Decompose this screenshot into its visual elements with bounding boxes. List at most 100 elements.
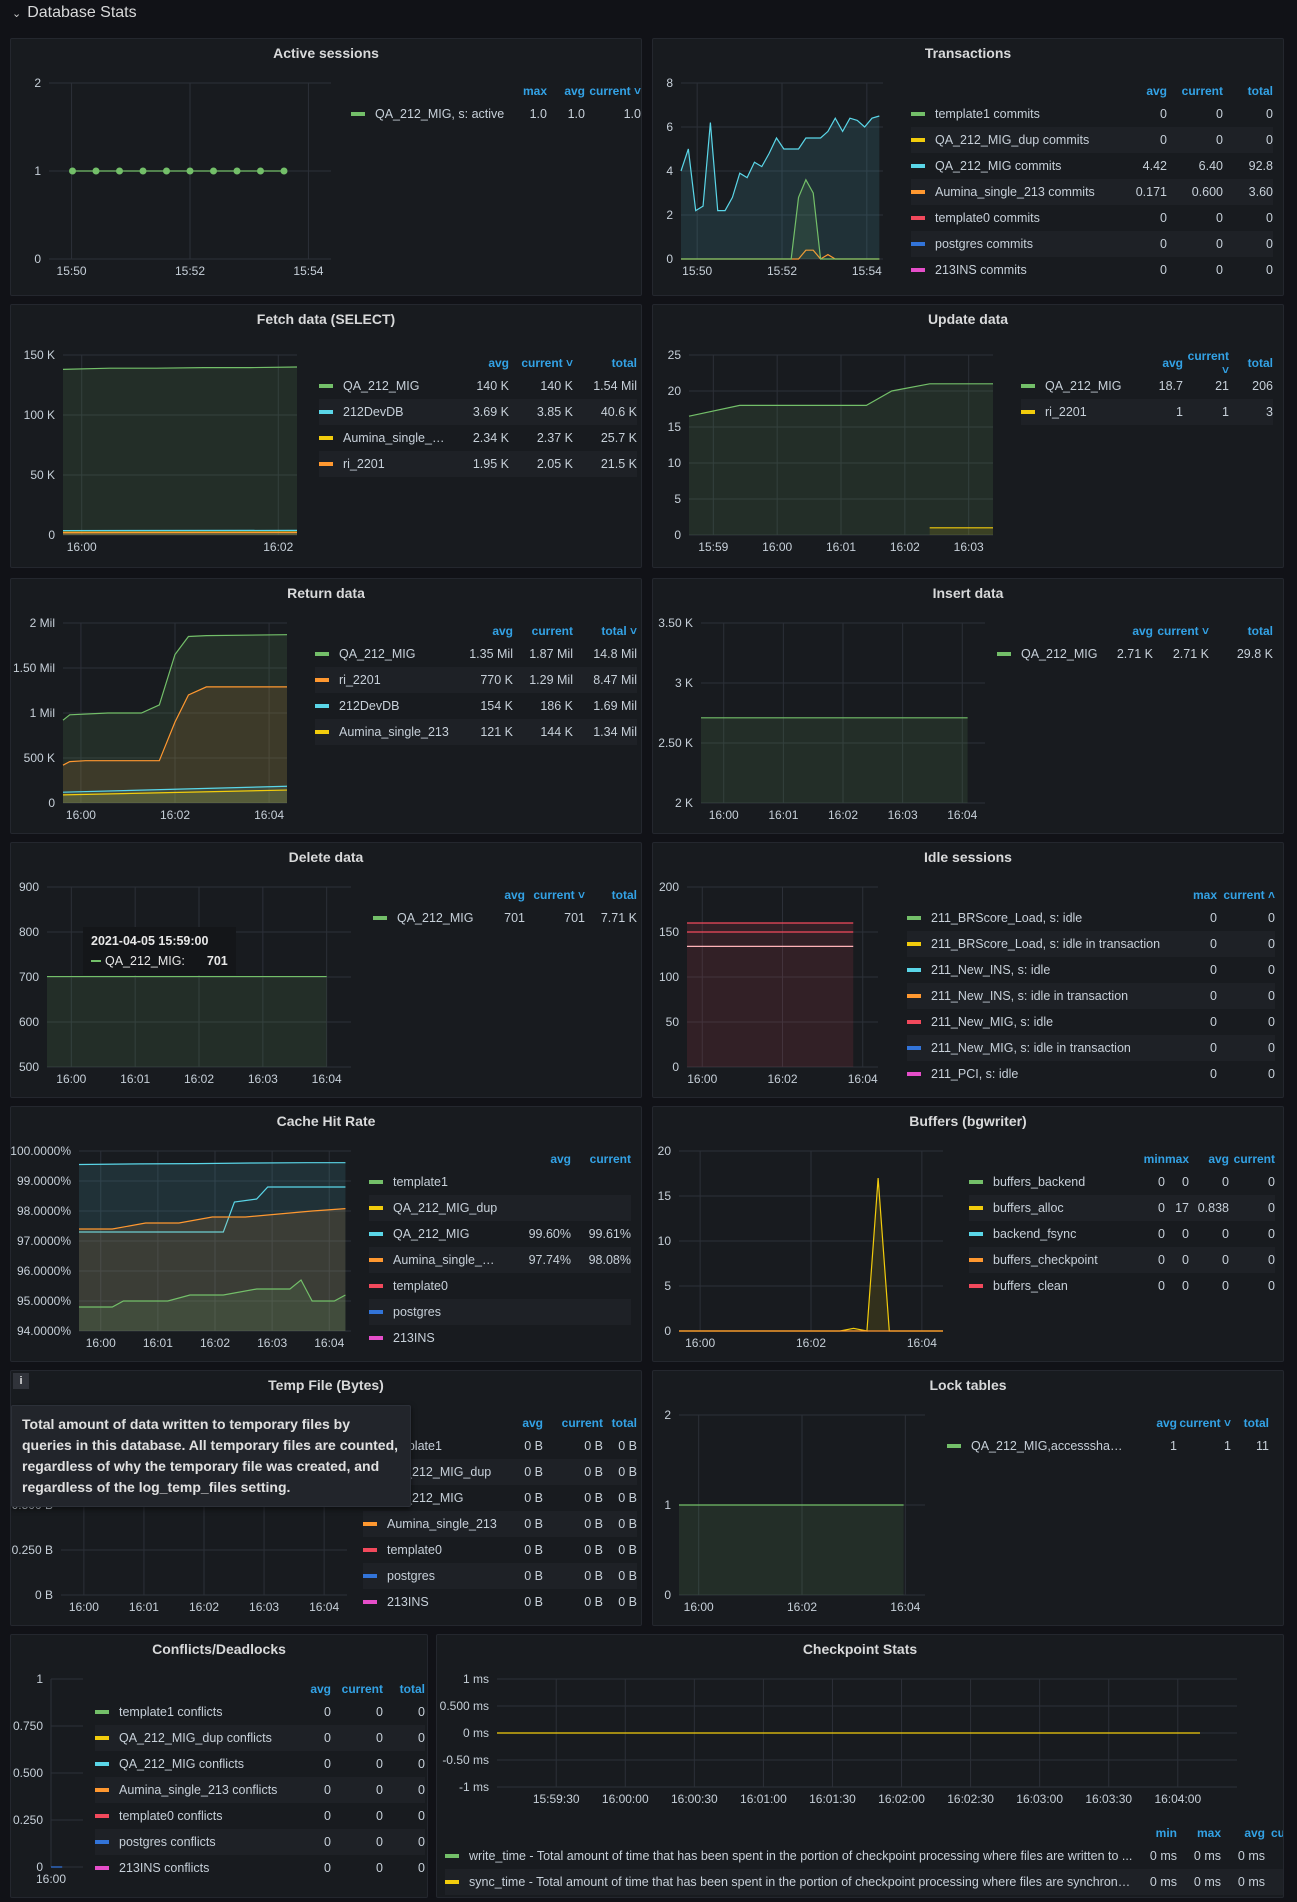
legend-column-header[interactable]: current ˅	[533, 888, 585, 902]
legend-row[interactable]: QA_212_MIG 2.71 K 2.71 K 29.8 K	[997, 641, 1273, 667]
legend-series-name[interactable]: QA_212_MIG,accesssharelock	[971, 1439, 1123, 1453]
panel-title[interactable]: Idle sessions	[924, 849, 1012, 865]
legend-series[interactable]: template1 commits	[911, 107, 1121, 121]
legend-swatch[interactable]	[315, 678, 329, 682]
panel-title[interactable]: Delete data	[288, 849, 364, 865]
legend-series-name[interactable]: buffers_clean	[993, 1279, 1068, 1293]
panel-fetch[interactable]: Fetch data (SELECT) 150 K 100 K 50 K 0 16:00…	[10, 304, 642, 568]
legend-series[interactable]: 213INS conflicts	[95, 1861, 301, 1875]
legend-series[interactable]: Aumina_single_213	[369, 1253, 499, 1267]
legend-column-header[interactable]: max	[522, 84, 547, 98]
legend-column-header[interactable]: current ˅	[1157, 624, 1209, 638]
legend-column-header[interactable]: max	[1196, 1826, 1221, 1840]
legend-column-header[interactable]: avg	[522, 1416, 543, 1430]
legend-series-name[interactable]: QA_212_MIG	[397, 911, 474, 925]
legend-series-name[interactable]: QA_212_MIG	[1045, 379, 1122, 393]
legend-series[interactable]: postgres	[363, 1569, 499, 1583]
legend-column-header[interactable]: avg	[310, 1682, 331, 1696]
legend-row[interactable]: template1 conflicts 0 0 0	[95, 1699, 425, 1725]
legend-series[interactable]: QA_212_MIG, s: active	[351, 107, 517, 121]
row-title[interactable]: ⌄ Database Stats	[12, 4, 137, 22]
legend-row[interactable]: QA_212_MIG,accesssharelock1111	[947, 1433, 1269, 1459]
legend-series[interactable]: ri_2201	[319, 457, 449, 471]
legend-swatch[interactable]	[95, 1840, 109, 1844]
legend-column-header[interactable]: max	[1192, 888, 1217, 902]
legend-series-name[interactable]: Aumina_single_213	[339, 725, 449, 739]
legend-column-header[interactable]: avg	[1146, 84, 1167, 98]
legend-row[interactable]: 211_New_INS, s: idle 0 0	[907, 957, 1275, 983]
legend-series-name[interactable]: template1 conflicts	[119, 1705, 223, 1719]
legend-swatch[interactable]	[315, 652, 329, 656]
legend-series[interactable]: QA_212_MIG	[997, 647, 1111, 661]
legend-series-name[interactable]: ri_2201	[339, 673, 381, 687]
legend-swatch[interactable]	[911, 190, 925, 194]
legend-series-name[interactable]: Aumina_single_213	[393, 1253, 499, 1267]
legend-series-name[interactable]: QA_212_MIG_dup conflicts	[119, 1731, 272, 1745]
legend-row[interactable]: Aumina_single_213 121 K 144 K 1.34 Mil	[315, 719, 637, 745]
legend-series[interactable]: 212DevDB	[319, 405, 449, 419]
legend-column-header[interactable]: avg	[550, 1152, 571, 1166]
legend-row[interactable]: template0 conflicts 0 0 0	[95, 1803, 425, 1829]
legend-series-name[interactable]: postgres	[387, 1569, 435, 1583]
legend-row[interactable]: QA_212_MIG_dup conflicts 0 0 0	[95, 1725, 425, 1751]
legend-series[interactable]: buffers_checkpoint	[969, 1253, 1137, 1267]
legend-swatch[interactable]	[907, 916, 921, 920]
legend-row[interactable]: Aumina_single_213 97.74% 98.08%	[369, 1247, 631, 1273]
legend-series-name[interactable]: QA_212_MIG	[343, 379, 420, 393]
legend-row[interactable]: QA_212_MIG commits 4.42 6.40 92.8	[911, 153, 1273, 179]
legend-swatch[interactable]	[907, 1072, 921, 1076]
legend-series[interactable]: 213INS commits	[911, 263, 1121, 277]
legend-series-name[interactable]: 211_New_INS, s: idle	[931, 963, 1051, 977]
legend-row[interactable]: 211_PCI, s: idle 0 0	[907, 1061, 1275, 1087]
legend-row[interactable]: ri_2201 770 K 1.29 Mil 8.47 Mil	[315, 667, 637, 693]
legend-series[interactable]: QA_212_MIG_dup conflicts	[95, 1731, 301, 1745]
legend-swatch[interactable]	[95, 1736, 109, 1740]
panel-title[interactable]: Transactions	[924, 45, 1012, 61]
legend-column-header[interactable]: avg	[492, 624, 513, 638]
legend-swatch[interactable]	[969, 1206, 983, 1210]
legend-series-name[interactable]: template0 conflicts	[119, 1809, 223, 1823]
legend-series-name[interactable]: backend_fsync	[993, 1227, 1077, 1241]
panel-title[interactable]: Cache Hit Rate	[276, 1113, 376, 1129]
legend-series-name[interactable]: template0 commits	[935, 211, 1040, 225]
panel-title[interactable]: Lock tables	[929, 1377, 1007, 1393]
legend-series-name[interactable]: 213INS commits	[935, 263, 1027, 277]
legend-series-name[interactable]: QA_212_MIG commits	[935, 159, 1062, 173]
legend-swatch[interactable]	[369, 1232, 383, 1236]
legend-swatch[interactable]	[1021, 384, 1035, 388]
legend-series[interactable]: 211_BRScore_Load, s: idle	[907, 911, 1161, 925]
legend-row[interactable]: QA_212_MIG 701 701 7.71 K	[373, 905, 637, 931]
legend-column-header[interactable]: current ˅	[1187, 349, 1229, 377]
legend-series-name[interactable]: write_time - Total amount of time that h…	[469, 1849, 1133, 1863]
legend-series-name[interactable]: 211_BRScore_Load, s: idle	[931, 911, 1083, 925]
legend-series-name[interactable]: 211_New_MIG, s: idle	[931, 1015, 1054, 1029]
legend-series-name[interactable]: template0	[387, 1543, 442, 1557]
legend-series-name[interactable]: postgres commits	[935, 237, 1033, 251]
legend-swatch[interactable]	[95, 1866, 109, 1870]
legend-column-header[interactable]: total ˅	[601, 624, 637, 638]
legend-column-header[interactable]: current	[531, 624, 573, 638]
panel-title[interactable]: Active sessions	[273, 45, 379, 61]
legend-swatch[interactable]	[445, 1880, 459, 1884]
legend-series-name[interactable]: ri_2201	[343, 457, 385, 471]
legend-swatch[interactable]	[319, 410, 333, 414]
legend-swatch[interactable]	[95, 1762, 109, 1766]
legend-swatch[interactable]	[315, 704, 329, 708]
legend-row[interactable]: postgres	[369, 1299, 631, 1325]
legend-row[interactable]: buffers_alloc 0 17 0.838 0	[969, 1195, 1275, 1221]
legend-series-name[interactable]: Aumina_single_213	[387, 1517, 497, 1531]
legend-series[interactable]: QA_212_MIG	[319, 379, 449, 393]
legend-series[interactable]: QA_212_MIG	[1021, 379, 1127, 393]
legend-row[interactable]: template0 0 B 0 B 0 B	[363, 1537, 637, 1563]
legend-row[interactable]: buffers_clean 0 0 0 0	[969, 1273, 1275, 1299]
legend-swatch[interactable]	[369, 1206, 383, 1210]
legend-column-header[interactable]: current ˅	[1179, 1416, 1231, 1430]
legend-series[interactable]: QA_212_MIG	[373, 911, 479, 925]
legend-series[interactable]: 211_BRScore_Load, s: idle in transaction	[907, 937, 1161, 951]
legend-row[interactable]: postgres commits 0 0 0	[911, 231, 1273, 257]
info-icon[interactable]: i	[13, 1373, 29, 1389]
legend-series-name[interactable]: template0	[393, 1279, 448, 1293]
legend-series-name[interactable]: template1 commits	[935, 107, 1040, 121]
legend-column-header[interactable]: total	[611, 888, 637, 902]
legend-swatch[interactable]	[911, 242, 925, 246]
